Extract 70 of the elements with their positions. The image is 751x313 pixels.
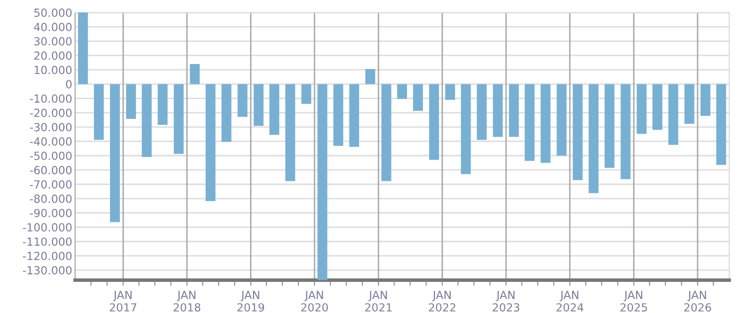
x-tick-label: JAN 2017	[110, 290, 136, 312]
x-tick-label: JAN 2024	[556, 290, 584, 312]
x-tick-label: JAN 2025	[620, 290, 647, 312]
bar	[269, 84, 280, 135]
x-tick-label: JAN 2021	[365, 290, 392, 312]
bar	[524, 84, 535, 161]
bar	[365, 69, 376, 84]
bar	[700, 84, 710, 116]
bar	[429, 84, 439, 160]
bar	[349, 84, 360, 147]
bar	[333, 84, 344, 146]
y-tick-label: 30.000	[34, 37, 72, 46]
y-tick-label: 0	[66, 80, 72, 88]
bar	[556, 84, 567, 156]
bar	[222, 84, 232, 142]
bar	[110, 84, 120, 222]
bar	[413, 84, 423, 111]
bar	[78, 12, 88, 84]
y-tick-label: -30.000	[30, 122, 72, 132]
y-tick-label: -40.000	[30, 137, 72, 146]
y-tick-label: 10.000	[34, 66, 72, 74]
bar	[668, 84, 678, 145]
bar	[94, 84, 104, 140]
y-tick-label: -70.000	[30, 180, 72, 189]
bar	[206, 84, 216, 202]
bar	[190, 64, 200, 84]
bar	[126, 84, 136, 119]
bar	[317, 84, 328, 280]
bar	[636, 84, 647, 134]
bar	[620, 84, 631, 180]
bar	[238, 84, 248, 117]
bar	[285, 84, 296, 182]
x-tick-label: JAN 2022	[428, 290, 456, 312]
bar	[460, 84, 471, 174]
y-tick-label: -100.000	[22, 223, 72, 232]
y-tick-label: -50.000	[30, 152, 72, 160]
bar	[254, 84, 264, 126]
bar	[142, 84, 152, 158]
y-tick-label: -120.000	[22, 252, 72, 260]
bar	[588, 84, 599, 194]
bar	[716, 84, 726, 165]
y-tick-label: -20.000	[30, 108, 72, 118]
y-tick-label: 50.000	[34, 8, 72, 17]
bar	[445, 84, 456, 100]
y-tick-label: -10.000	[30, 94, 72, 103]
y-tick-label: -80.000	[30, 194, 72, 203]
bar	[508, 84, 519, 137]
bar	[492, 84, 503, 137]
bar	[572, 84, 583, 180]
bar	[397, 84, 408, 99]
bar	[684, 84, 694, 124]
y-tick-label: -110.000	[22, 237, 72, 246]
y-tick-label: -130.000	[22, 266, 72, 274]
y-tick-label: -60.000	[30, 166, 72, 174]
y-tick-label: 40.000	[34, 22, 72, 32]
bar	[604, 84, 614, 168]
x-tick-label: JAN 2023	[492, 290, 520, 312]
bar	[540, 84, 550, 163]
bar	[476, 84, 487, 140]
bar	[652, 84, 662, 130]
x-tick-label: JAN 2026	[684, 290, 712, 312]
y-tick-label: -90.000	[30, 208, 72, 218]
bar	[158, 84, 168, 125]
x-tick-label: JAN 2020	[301, 290, 328, 312]
bar	[381, 84, 392, 182]
y-tick-label: 20.000	[34, 51, 72, 60]
x-tick-label: JAN 2019	[237, 290, 264, 312]
bar	[174, 84, 184, 154]
bar	[301, 84, 312, 104]
x-tick-label: JAN 2018	[174, 290, 200, 312]
